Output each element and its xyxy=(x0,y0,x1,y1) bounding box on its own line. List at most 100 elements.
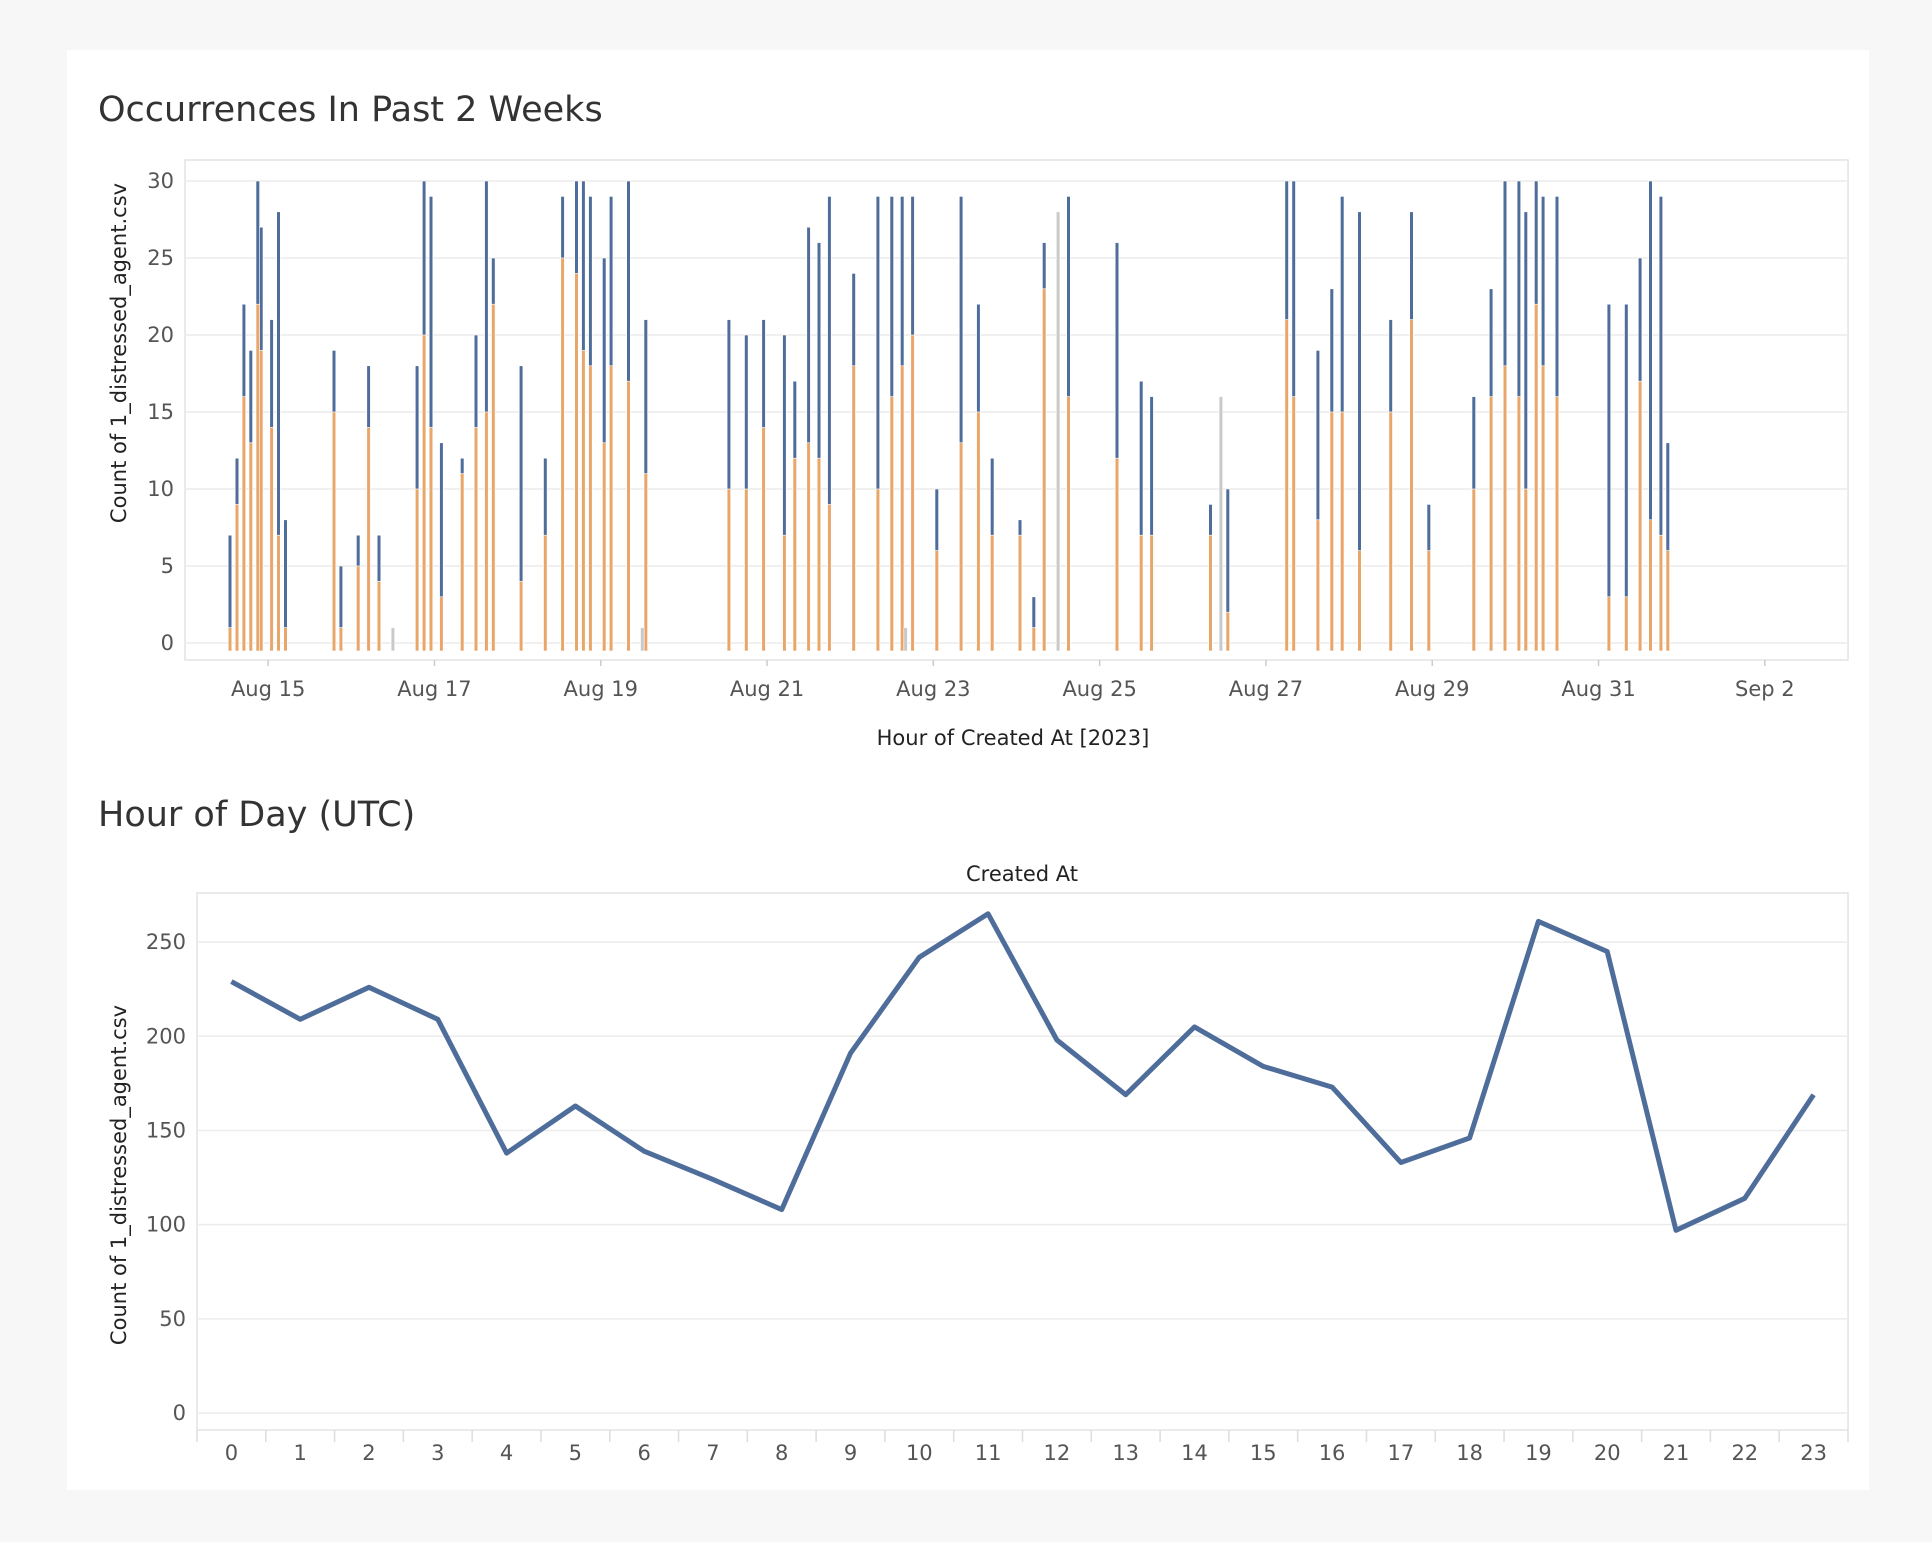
chart1-bar xyxy=(1066,396,1071,652)
chart2-x-tick-label: 17 xyxy=(1387,1441,1414,1465)
chart1-bar xyxy=(439,596,444,652)
chart1-x-tick-label: Aug 25 xyxy=(1062,677,1136,701)
chart1-bar xyxy=(1340,411,1345,652)
chart1-bar xyxy=(910,334,915,652)
chart1-bar xyxy=(608,365,614,652)
chart1-bar xyxy=(726,488,731,652)
chart1-x-tick-label: Sep 2 xyxy=(1735,677,1795,701)
chart1-bar xyxy=(366,427,371,652)
chart1-bar xyxy=(1606,596,1611,652)
chart1-bar xyxy=(241,396,247,652)
chart1-bar xyxy=(827,504,832,652)
chart1-bar xyxy=(851,365,856,652)
chart2-y-tick-label: 150 xyxy=(146,1118,186,1142)
chart1-bar xyxy=(259,350,264,652)
chart1-bar xyxy=(390,627,396,652)
chart1-bar xyxy=(255,303,260,652)
chart1-bar xyxy=(1017,534,1023,652)
chart1-bar xyxy=(1055,211,1061,652)
chart1-bar xyxy=(356,565,361,652)
chart1-bar xyxy=(1648,519,1653,652)
chart1-bar xyxy=(227,627,233,652)
chart1-bar xyxy=(421,334,427,652)
chart1-x-tick-label: Aug 29 xyxy=(1395,677,1469,701)
chart1-bar xyxy=(990,534,995,652)
chart1-bar xyxy=(1409,319,1414,652)
chart2-x-tick-label: 20 xyxy=(1594,1441,1621,1465)
chart1-bar xyxy=(376,581,382,652)
chart2-x-ticks: 0 1 2 3 4 5 6 7 8 9 10 11 12 13 14 15 16 17 18 19 20 21 22 23 xyxy=(196,1430,1849,1465)
chart1-plot-frame xyxy=(184,159,1849,661)
chart1-y-axis-label: Count of 1_distressed_agent.csv xyxy=(107,183,132,523)
dashboard-charts: Occurrences In Past 2 Weeks 051015202530… xyxy=(98,90,1849,1465)
chart1-bar xyxy=(338,627,344,652)
chart1-bar xyxy=(491,303,496,652)
chart1-bar xyxy=(1523,488,1528,652)
dashboard-panel: Occurrences In Past 2 Weeks 0 5 10 15 20 25 30… xyxy=(67,50,1869,1490)
chart2-x-tick-label: 3 xyxy=(431,1441,444,1465)
chart1-x-tick-label: Aug 19 xyxy=(564,677,638,701)
chart1-bar xyxy=(1388,411,1393,652)
chart1-bar xyxy=(1031,627,1036,652)
chart1-bar xyxy=(1502,365,1508,652)
chart2-series-line xyxy=(230,911,1816,1233)
chart1-bar xyxy=(1516,396,1521,652)
chart1-bar xyxy=(1638,380,1643,652)
chart2-y-tick-label: 200 xyxy=(146,1024,186,1048)
chart2-x-tick-label: 7 xyxy=(706,1441,719,1465)
chart2-x-tick-label: 19 xyxy=(1525,1441,1552,1465)
chart2-y-tick-label: 250 xyxy=(146,930,186,954)
chart1-bar xyxy=(414,488,420,652)
chart1-y-tick-label: 5 xyxy=(161,554,174,578)
chart1-bar xyxy=(900,365,905,652)
chart1-bar xyxy=(588,365,593,652)
chart1-bar xyxy=(1471,488,1476,652)
chart1-bar xyxy=(958,442,964,652)
chart2-header: Created At xyxy=(966,862,1078,886)
chart1-bar xyxy=(1554,396,1560,652)
chart1-x-tick-label: Aug 23 xyxy=(896,677,970,701)
chart1-bar xyxy=(889,396,894,652)
chart1-bar xyxy=(1329,411,1334,652)
chart1-y-tick-label: 30 xyxy=(147,169,174,193)
chart2-x-tick-label: 15 xyxy=(1250,1441,1277,1465)
chart1-bar xyxy=(473,427,479,652)
chart1-bar xyxy=(602,442,607,652)
chart1-bar xyxy=(1139,534,1144,652)
chart1-bar xyxy=(1624,596,1629,652)
chart1-bar xyxy=(484,411,489,652)
chart1-bar xyxy=(234,504,240,652)
chart1-bar xyxy=(248,442,253,652)
chart1-bar xyxy=(1489,396,1494,652)
chart2-x-tick-label: 14 xyxy=(1181,1441,1208,1465)
chart1-x-tick-label: Aug 17 xyxy=(397,677,471,701)
chart1-bar xyxy=(976,411,981,652)
chart2-x-tick-label: 9 xyxy=(844,1441,857,1465)
chart1-bars xyxy=(227,180,1670,652)
chart1-bar xyxy=(744,488,749,652)
chart1-x-axis-label: Hour of Created At [2023] xyxy=(877,726,1150,750)
chart2-x-tick-label: 0 xyxy=(225,1441,238,1465)
chart1-bar xyxy=(1534,303,1539,652)
chart1-bar xyxy=(626,380,631,652)
chart2-y-tick-label: 0 xyxy=(173,1401,186,1425)
chart1-x-tick-label: Aug 15 xyxy=(231,677,305,701)
chart2-x-tick-label: 22 xyxy=(1731,1441,1758,1465)
chart1-y-ticks: 0 5 10 15 20 25 30 xyxy=(147,169,174,655)
chart1-y-tick-label: 20 xyxy=(147,323,174,347)
chart1-x-tick-label: Aug 27 xyxy=(1229,677,1303,701)
chart1-bar xyxy=(1541,365,1546,652)
chart2-y-tick-label: 100 xyxy=(146,1213,186,1237)
chart1-x-tick-label: Aug 31 xyxy=(1561,677,1635,701)
chart1-bar xyxy=(875,488,880,652)
chart1-bar xyxy=(1218,396,1223,652)
chart2-x-tick-label: 8 xyxy=(775,1441,788,1465)
chart2-y-tick-label: 50 xyxy=(159,1307,186,1331)
chart2-x-tick-label: 13 xyxy=(1112,1441,1139,1465)
chart1-bar xyxy=(283,627,288,652)
chart1-y-tick-label: 0 xyxy=(161,631,174,655)
chart1-x-tick-label: Aug 21 xyxy=(730,677,804,701)
chart1-y-tick-label: 25 xyxy=(147,246,174,270)
chart1-bar xyxy=(1284,319,1289,652)
chart1-bar xyxy=(816,457,822,652)
